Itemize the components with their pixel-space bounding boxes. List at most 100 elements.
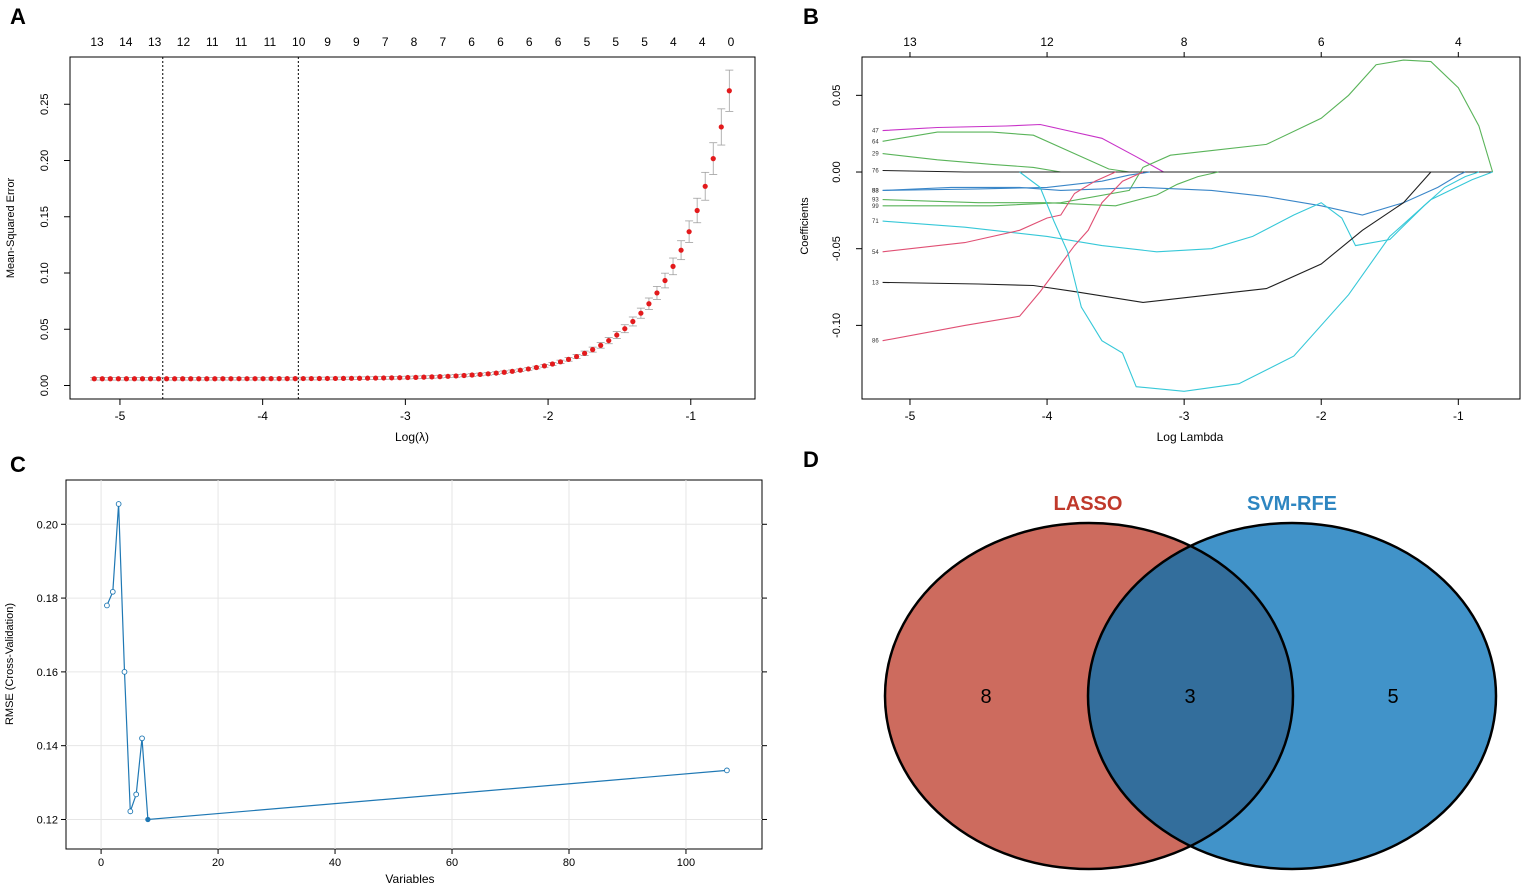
panel-a-cv-point [107, 376, 113, 382]
panel-a-cv-point [501, 369, 507, 375]
panel-a-y-tick-label: 0.00 [39, 375, 51, 396]
panel-a-cv-point [517, 367, 523, 373]
panel-b-var-label: 47 [872, 129, 879, 135]
panel-b-x-tick-label: -5 [905, 409, 916, 423]
panel-a-cv-point [123, 376, 130, 382]
panel-a-cv-point [662, 277, 668, 284]
panel-b-var-label: 29 [872, 152, 879, 158]
panel-c-x-label: Variables [385, 872, 434, 885]
panel-b-coef-path [882, 171, 1116, 253]
venn-svm-rfe-outline [1086, 521, 1498, 871]
panel-a-cv-point [533, 364, 539, 371]
panel-a-cv-point [429, 374, 435, 380]
panel-b-x-tick-label: -3 [1179, 409, 1190, 423]
panel-b-var-label: 54 [872, 250, 879, 256]
panel-a-cv-point [606, 337, 612, 344]
panel-a-y-tick-label: 0.15 [39, 206, 51, 227]
panel-a-cv-point [678, 247, 684, 253]
panel-b-plot-box [861, 56, 1521, 400]
panel-c-y-tick-label: 0.18 [37, 593, 58, 605]
panel-a-cv-point [694, 207, 700, 214]
panel-a-cv-point [549, 361, 556, 367]
panel-a-cv-point [405, 374, 411, 381]
panel-c-rmse-point [104, 602, 110, 609]
panel-a-top-axis-label: 8 [411, 35, 418, 49]
panel-a-lasso-cv-plot: Mean-Squared Error Log(λ) -5 -4 -3 -2 -1 0.00… [5, 35, 756, 444]
panel-b-top-axis-label: 6 [1318, 35, 1325, 49]
panel-b-coef-path [882, 169, 1493, 173]
panel-b-y-tick-label: -0.10 [831, 313, 843, 338]
panel-a-x-label: Log(λ) [395, 430, 429, 444]
panel-c-x-tick-label: 0 [98, 857, 104, 869]
panel-c-rmse-point [109, 588, 116, 595]
panel-a-cv-point [614, 332, 620, 338]
panel-a-cv-point [437, 374, 443, 380]
panel-c-rmse-point [145, 816, 151, 823]
panel-b-x-label: Log Lambda [1157, 430, 1224, 444]
panel-a-cv-point [284, 376, 290, 382]
panel-b-coef-path [882, 171, 1150, 191]
panel-a-cv-point [147, 376, 154, 382]
panel-a-top-axis-label: 5 [612, 35, 619, 49]
panel-a-top-axis-label: 7 [439, 35, 446, 49]
panel-a-cv-point [477, 371, 483, 378]
panel-a-cv-point [356, 375, 363, 381]
panel-a-cv-point [188, 376, 194, 382]
venn-lasso-outline [883, 521, 1295, 871]
panel-a-top-axis-label: 11 [264, 35, 277, 49]
panel-b-coef-path [882, 59, 1494, 207]
panel-a-cv-point [268, 376, 274, 382]
panel-a-cv-point [180, 376, 186, 382]
panel-a-cv-point [525, 366, 531, 372]
panel-a-cv-point [115, 376, 121, 382]
panel-a-cv-point [598, 342, 604, 348]
panel-b-x-tick-label: -4 [1042, 409, 1053, 423]
panel-a-cv-point [582, 350, 588, 356]
panel-c-rmse-line [106, 503, 727, 821]
panel-a-cv-point [196, 376, 202, 382]
panel-a-cv-point [131, 376, 138, 382]
panel-a-cv-point [421, 374, 427, 380]
panel-b-var-label: 71 [872, 219, 879, 225]
venn-lasso-label: LASSO [1054, 493, 1123, 515]
panel-a-cv-point [139, 376, 146, 382]
panel-a-cv-point [389, 375, 395, 381]
panel-a-top-axis-label: 14 [119, 35, 133, 49]
panel-a-top-axis-label: 6 [555, 35, 562, 49]
panel-a-cv-point [670, 263, 676, 269]
panel-a-cv-point [292, 376, 298, 382]
panel-a-x-tick-label: -3 [400, 409, 411, 423]
panel-a-cv-point [364, 375, 371, 381]
panel-b-var-label: 58 [872, 188, 879, 194]
panel-a-cv-point [99, 376, 105, 382]
panel-b-var-label: 13 [872, 280, 879, 286]
panel-a-cv-point [630, 318, 636, 325]
panel-c-y-tick-label: 0.20 [37, 519, 58, 531]
panel-a-cv-point [445, 373, 451, 379]
panel-a-cv-point [702, 183, 708, 189]
panel-b-coef-path [882, 123, 1164, 173]
panel-c-x-tick-label: 100 [677, 857, 695, 869]
panel-a-cv-point [308, 375, 314, 382]
panel-b-y-tick-label: 0.00 [831, 161, 843, 182]
panel-b-var-label: 76 [872, 168, 879, 174]
panel-a-cv-point [212, 376, 218, 382]
panel-a-cv-point [654, 290, 660, 296]
panel-b-var-label: 83 [872, 188, 879, 194]
panel-c-rmse-point [127, 808, 134, 815]
panel-a-cv-point [164, 376, 170, 382]
panel-b-top-axis-label: 8 [1181, 35, 1188, 49]
panel-a-cv-point [276, 376, 282, 382]
panel-a-top-axis-label: 6 [497, 35, 504, 49]
panel-a-cv-point [718, 124, 724, 130]
panel-a-top-axis-label: 4 [670, 35, 677, 49]
panel-a-y-tick-label: 0.05 [39, 319, 51, 340]
panel-a-y-label: Mean-Squared Error [5, 178, 17, 279]
panel-a-plot-box [69, 56, 756, 400]
panel-a-cv-point [381, 375, 387, 381]
panel-a-cv-point [220, 376, 226, 382]
panel-b-coef-path [882, 171, 1432, 303]
panel-a-cv-point [638, 310, 644, 316]
panel-a-cv-point [590, 347, 596, 353]
panel-a-cv-point [509, 368, 515, 374]
